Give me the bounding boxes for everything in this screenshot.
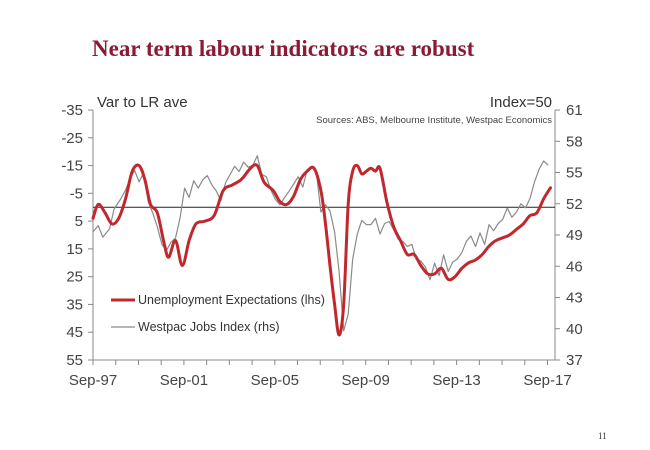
left-tick-label: -25 [61,130,83,147]
left-tick-label: 5 [75,213,83,230]
legend-label-unemployment: Unemployment Expectations (lhs) [138,293,325,307]
series-line-unemployment-expectations [91,163,552,337]
left-tick-label: 25 [66,269,83,286]
left-axis-ticks: -35 -25 -15 -5 5 15 25 35 45 55 [61,102,93,369]
left-tick-label: 55 [66,352,83,369]
x-tick-label: Sep-09 [342,372,390,389]
left-tick-label: 15 [66,241,83,258]
left-tick-label: 45 [66,324,83,341]
x-tick-label: Sep-05 [251,372,299,389]
x-tick-label: Sep-17 [523,372,571,389]
right-tick-label: 49 [566,227,583,244]
left-tick-label: -35 [61,102,83,119]
right-tick-label: 37 [566,352,583,369]
series-layer [91,155,552,337]
legend: Unemployment Expectations (lhs) Westpac … [111,293,325,334]
source-note: Sources: ABS, Melbourne Institute, Westp… [316,115,552,126]
left-axis-label: Var to LR ave [97,94,188,111]
right-tick-label: 58 [566,133,583,150]
right-tick-label: 52 [566,196,583,213]
right-tick-label: 55 [566,165,583,182]
x-tick-label: Sep-01 [160,372,208,389]
x-axis-ticks: Sep-97 Sep-01 Sep-05 Sep-09 Sep-13 Sep-17 [69,360,572,389]
slide-title: Near term labour indicators are robust [92,36,475,61]
left-tick-label: -5 [70,185,83,202]
right-tick-label: 46 [566,258,583,275]
left-tick-label: 35 [66,296,83,313]
right-tick-label: 43 [566,290,583,307]
right-axis-label: Index=50 [490,94,552,111]
x-tick-label: Sep-13 [432,372,480,389]
right-tick-label: 61 [566,102,583,119]
left-tick-label: -15 [61,158,83,175]
right-axis-ticks: 61 58 55 52 49 46 43 40 37 [555,102,583,369]
slide-number: 11 [598,431,607,441]
x-tick-label: Sep-97 [69,372,117,389]
right-tick-label: 40 [566,321,583,338]
legend-label-jobs-index: Westpac Jobs Index (rhs) [138,320,280,334]
